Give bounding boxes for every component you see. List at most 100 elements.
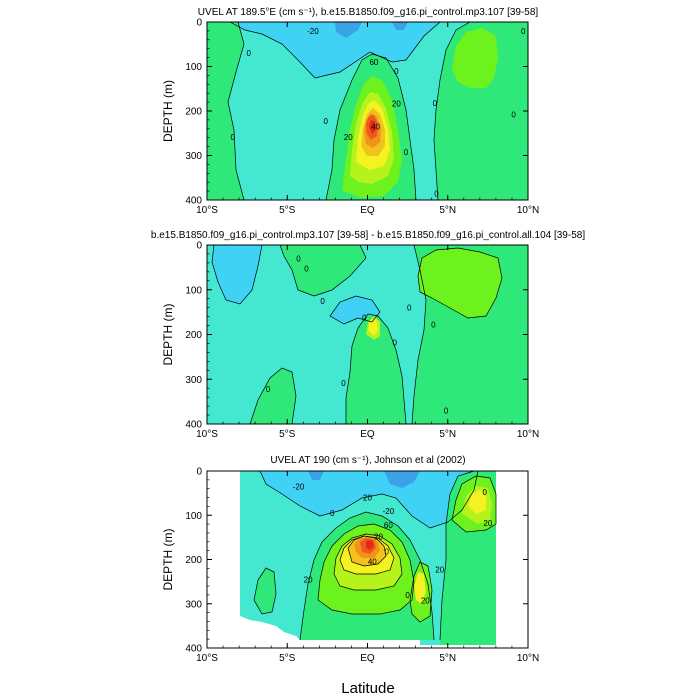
contour-label: 60 (384, 521, 393, 530)
contour-label: 60 (369, 58, 378, 67)
panel-1-weak-westward (230, 22, 440, 78)
contour-label: 0 (304, 264, 309, 273)
panel-2-sw-positive (250, 368, 296, 424)
panel-3-ytick-label: 100 (185, 511, 202, 522)
panel-3-contour-lines (253, 471, 497, 641)
panel-1-west-positive (207, 22, 244, 200)
panel-1-north-max (452, 28, 498, 88)
panel-2-west-negative (212, 245, 262, 304)
contour-label: 0 (247, 49, 252, 58)
contour-label: 20 (363, 494, 372, 503)
panel-2-ytick-label: 100 (185, 285, 202, 296)
contour-label: 0 (394, 67, 399, 76)
contour-label: -20 (307, 27, 319, 36)
panel-3-westward-core (384, 471, 420, 488)
contour-label: 0 (434, 189, 439, 198)
panel-1-ytick-label: 300 (185, 151, 202, 162)
panel-3-ytick-label: 300 (185, 599, 202, 610)
contour-label: 0 (433, 99, 438, 108)
panel-2-title: b.e15.B1850.f09_g16.pi_control.mp3.107 [… (151, 230, 585, 241)
panel-1-xtick-label: 5°N (439, 205, 456, 216)
contour-label: 20 (421, 597, 430, 606)
panel-2: b.e15.B1850.f09_g16.pi_control.mp3.107 [… (151, 230, 585, 425)
panel-3-xtick-label: 5°S (279, 653, 296, 664)
panel-3-north-40 (468, 490, 486, 514)
contour-label: 0 (407, 304, 412, 313)
panel-2-xtick-label: 5°S (279, 429, 296, 440)
contour-label: 20 (304, 575, 313, 584)
panel-1-westward-core-2 (392, 22, 408, 30)
contour-label: 20 (483, 519, 492, 528)
panel-1-contour-lines (227, 22, 471, 200)
panel-3-xtick-label: 10°S (196, 653, 218, 664)
panel-2-ytick-label: 400 (185, 420, 202, 431)
contour-label: 0 (431, 321, 436, 330)
panel-3-field (240, 471, 497, 645)
panel-3-ytick-label: 0 (196, 467, 202, 478)
panel-2-contour-lines (211, 245, 503, 424)
contour-label: 0 (230, 133, 235, 142)
contour-label: 40 (371, 123, 380, 132)
panel-2-ytick-label: 300 (185, 375, 202, 386)
panel-2-xtick-label: 10°N (517, 429, 539, 440)
contour-label: 0 (444, 407, 449, 416)
panel-3-sw-positive (254, 568, 276, 614)
x-axis-label: Latitude (341, 680, 394, 697)
panel-3-y-axis-label: DEPTH (m) (161, 529, 175, 591)
contour-label: 0 (393, 339, 398, 348)
panel-1-xtick-label: 10°N (517, 205, 539, 216)
panel-1-contour-labels: -20 0 0 0 0 0 0 0 0 0 20 20 40 60 (230, 27, 526, 198)
contour-label: 20 (435, 566, 444, 575)
panel-3-ytick-label: 200 (185, 555, 202, 566)
panel-2-central-max-core (368, 318, 378, 336)
contour-label: 20 (392, 99, 401, 108)
panel-2-ytick-label: 200 (185, 330, 202, 341)
panel-1-ytick-label: 400 (185, 196, 202, 207)
contour-label: 0 (385, 548, 390, 557)
panel-3-title: UVEL AT 190 (cm s⁻¹), Johnson et al (200… (270, 455, 465, 466)
contour-label: 0 (324, 117, 329, 126)
panel-1-y-axis-label: DEPTH (m) (161, 80, 175, 142)
panel-3-xtick-label: EQ (360, 653, 375, 664)
panel-1: UVEL AT 189.5°E (cm s⁻¹), b.e15.B1850.f0… (198, 7, 539, 201)
panel-3-deep-40 (414, 572, 426, 604)
panel-3-xtick-label: 10°N (517, 653, 539, 664)
panel-3: UVEL AT 190 (cm s⁻¹), Johnson et al (200… (206, 455, 529, 649)
panel-1-ytick-label: 100 (185, 62, 202, 73)
contour-label: 0 (482, 488, 487, 497)
panel-2-north-max (418, 248, 502, 318)
panel-1-westward-core (335, 22, 362, 38)
panel-1-xtick-label: 10°S (196, 205, 218, 216)
contour-label: 0 (296, 254, 301, 263)
panel-2-xtick-label: 10°S (196, 429, 218, 440)
panel-1-xtick-label: EQ (360, 205, 375, 216)
contour-label: 0 (404, 148, 409, 157)
contour-label: 0 (362, 313, 367, 322)
contour-label: 0 (320, 297, 325, 306)
contour-label: -20 (293, 482, 305, 491)
contour-label: 0 (266, 385, 271, 394)
panel-1-jet-core (369, 120, 376, 134)
contour-label: 0 (511, 111, 516, 120)
panel-3-jet-core (366, 540, 374, 550)
contour-label: -20 (383, 507, 395, 516)
panel-2-upper-positive (280, 245, 366, 296)
panel-1-xtick-label: 5°S (279, 205, 296, 216)
panel-3-westward-core-2 (308, 471, 324, 480)
panel-1-ytick-label: 200 (185, 107, 202, 118)
contour-label: 0 (341, 379, 346, 388)
panel-1-ytick-label: 0 (196, 18, 202, 29)
contour-label: 40 (368, 558, 377, 567)
contour-label: 20 (344, 133, 353, 142)
panel-2-field (207, 245, 528, 424)
contour-label: 0 (405, 591, 410, 600)
contour-label: 0 (521, 27, 526, 36)
panel-2-central-positive (346, 314, 406, 424)
panel-1-title: UVEL AT 189.5°E (cm s⁻¹), b.e15.B1850.f0… (198, 7, 539, 18)
panel-3-upper-westward (260, 471, 478, 528)
panel-2-xtick-label: EQ (360, 429, 375, 440)
contour-label: -20 (371, 532, 383, 541)
contour-label: 0 (330, 509, 335, 518)
